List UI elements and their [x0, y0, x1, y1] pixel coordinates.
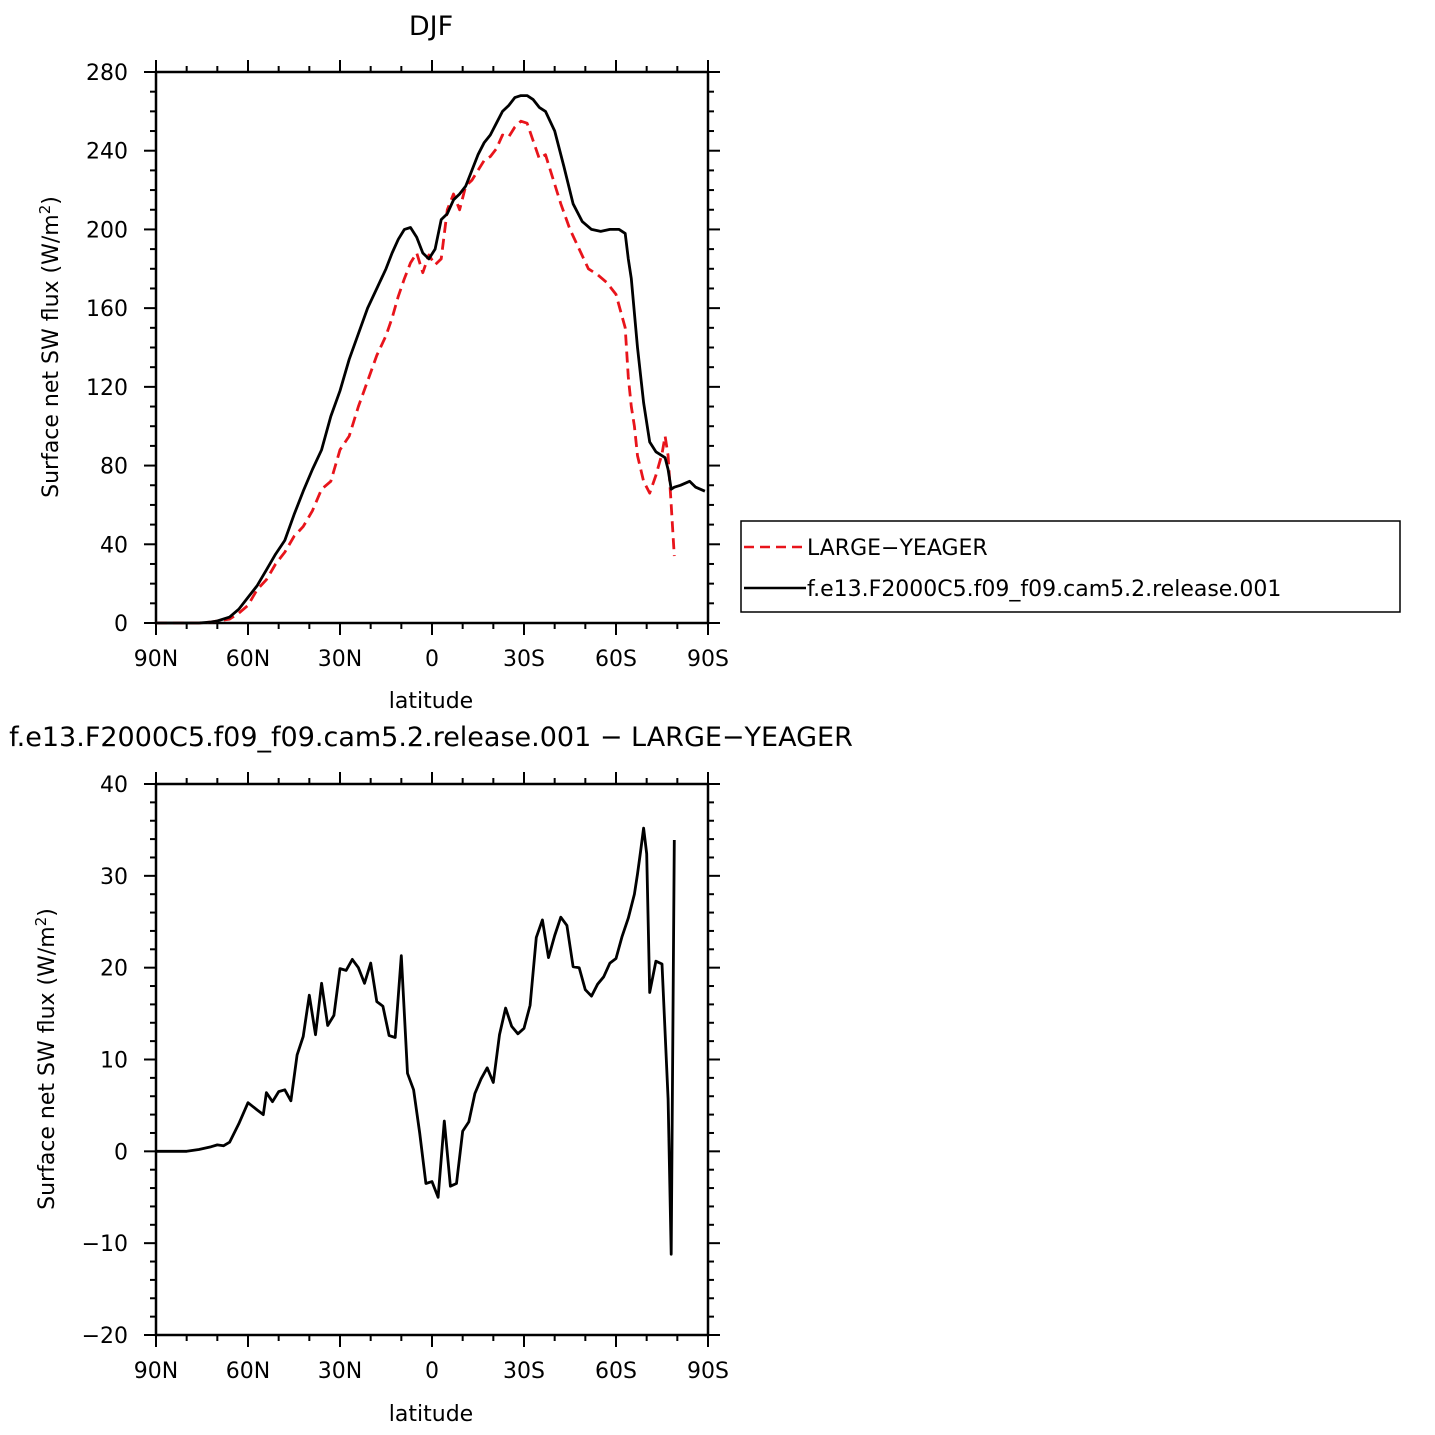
- top-x-tick-label: 60N: [226, 647, 270, 672]
- bottom-x-tick-label: 60S: [595, 1359, 637, 1384]
- bottom-y-tick-label: 40: [100, 773, 128, 798]
- bottom-series-group: [156, 826, 676, 1256]
- bottom-x-tick-label: 90S: [687, 1359, 729, 1384]
- top-x-tick-label: 90S: [687, 647, 729, 672]
- bottom-y-axis-label-close: ): [35, 908, 60, 917]
- bottom-y-axis-label: Surface net SW flux (W/m2): [32, 908, 60, 1210]
- top-series-line-0: [156, 119, 676, 625]
- top-x-tick-label: 90N: [134, 647, 178, 672]
- top-chart-title: DJF: [409, 11, 453, 42]
- bottom-x-tick-label: 30S: [503, 1359, 545, 1384]
- bottom-y-tick-label: 10: [100, 1049, 128, 1074]
- top-y-tick-label: 40: [100, 533, 128, 558]
- bottom-x-tick-label: 60N: [226, 1359, 270, 1384]
- top-y-axis-label-main: Surface net SW flux (W/m: [39, 214, 64, 498]
- top-panel: DJF 90N 60N 30N 0 30S 60S 90S 0 40 80 120 160 200 24…: [36, 11, 729, 714]
- top-x-axis-label: latitude: [389, 689, 473, 714]
- legend-label-large-yeager: LARGE−YEAGER: [807, 536, 988, 561]
- top-y-tick-label: 280: [86, 61, 128, 86]
- bottom-y-tick-label: 0: [114, 1140, 128, 1165]
- bottom-y-tick-label: 20: [100, 957, 128, 982]
- top-y-tick-label: 160: [86, 297, 128, 322]
- top-x-tick-label: 0: [425, 647, 439, 672]
- top-plot-frame: [154, 70, 710, 625]
- legend-box: [740, 520, 1401, 613]
- top-y-tick-label: 80: [100, 455, 128, 480]
- bottom-ticks: [144, 772, 720, 1347]
- top-ticks: [144, 60, 720, 635]
- top-y-tick-label: 120: [86, 376, 128, 401]
- bottom-y-tick-label: −20: [82, 1324, 128, 1349]
- bottom-x-tick-label: 30N: [318, 1359, 362, 1384]
- top-series-group: [156, 94, 706, 625]
- bottom-y-axis-label-superscript: 2: [32, 917, 50, 927]
- bottom-y-axis-label-main: Surface net SW flux (W/m: [35, 926, 60, 1210]
- bottom-y-tick-labels: −20 −10 0 10 20 30 40: [82, 773, 128, 1349]
- bottom-series-line-0: [156, 826, 676, 1256]
- top-x-tick-label: 30N: [318, 647, 362, 672]
- bottom-x-tick-labels: 90N 60N 30N 0 30S 60S 90S: [134, 1359, 729, 1384]
- legend: LARGE−YEAGER f.e13.F2000C5.f09_f09.cam5.…: [740, 520, 1401, 613]
- bottom-x-tick-label: 0: [425, 1359, 439, 1384]
- bottom-y-tick-label: −10: [82, 1232, 128, 1257]
- bottom-chart-title: f.e13.F2000C5.f09_f09.cam5.2.release.001…: [9, 722, 853, 753]
- top-y-axis-label-superscript: 2: [36, 205, 54, 215]
- top-y-tick-label: 240: [86, 140, 128, 165]
- top-y-tick-labels: 0 40 80 120 160 200 240 280: [86, 61, 128, 637]
- top-y-axis-label-close: ): [39, 196, 64, 205]
- top-y-tick-label: 0: [114, 612, 128, 637]
- top-x-tick-label: 60S: [595, 647, 637, 672]
- top-series-line-1: [156, 94, 706, 625]
- top-y-tick-label: 200: [86, 218, 128, 243]
- top-x-tick-label: 30S: [503, 647, 545, 672]
- bottom-panel: f.e13.F2000C5.f09_f09.cam5.2.release.001…: [9, 722, 853, 1427]
- bottom-x-tick-label: 90N: [134, 1359, 178, 1384]
- legend-label-model: f.e13.F2000C5.f09_f09.cam5.2.release.001: [807, 577, 1281, 602]
- bottom-x-axis-label: latitude: [389, 1402, 473, 1427]
- top-x-tick-labels: 90N 60N 30N 0 30S 60S 90S: [134, 647, 729, 672]
- top-y-axis-label: Surface net SW flux (W/m2): [36, 196, 64, 498]
- bottom-plot-frame: [154, 782, 710, 1337]
- bottom-y-tick-label: 30: [100, 865, 128, 890]
